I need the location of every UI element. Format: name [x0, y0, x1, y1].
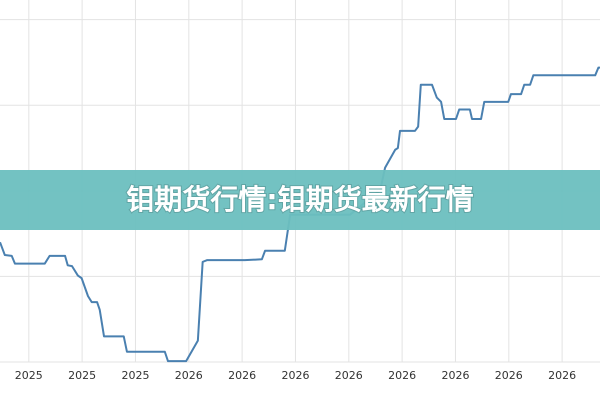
x-tick-label: 2026 [388, 369, 416, 382]
chart-title: 钼期货行情:钼期货最新行情 [126, 183, 473, 216]
x-tick-label: 2026 [441, 369, 469, 382]
x-tick-label: 2025 [68, 369, 96, 382]
x-tick-label: 2026 [335, 369, 363, 382]
x-tick-label: 2025 [15, 369, 43, 382]
x-tick-label: 2026 [228, 369, 256, 382]
x-tick-label: 2026 [495, 369, 523, 382]
x-tick-label: 2025 [121, 369, 149, 382]
title-banner [0, 170, 600, 230]
x-tick-label: 2026 [281, 369, 309, 382]
x-tick-label: 2026 [175, 369, 203, 382]
x-tick-label: 2026 [548, 369, 576, 382]
